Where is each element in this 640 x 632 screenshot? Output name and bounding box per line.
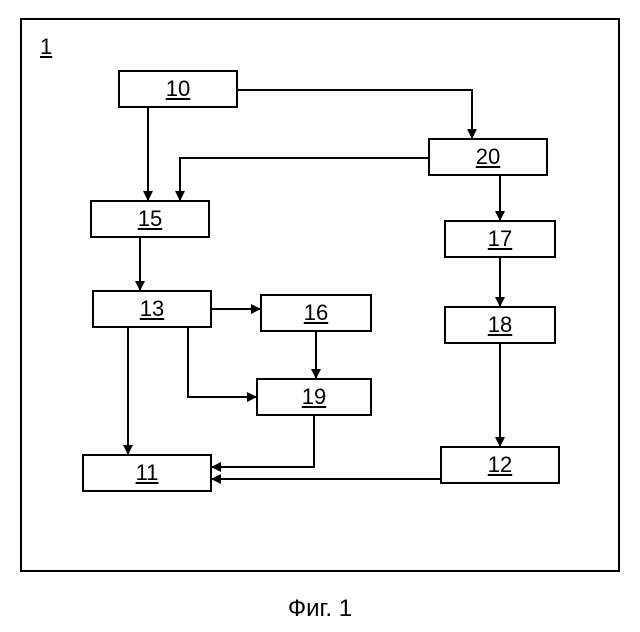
node-label: 18 (488, 312, 512, 338)
node-11: 11 (82, 454, 212, 492)
frame-label: 1 (40, 34, 52, 60)
node-13: 13 (92, 290, 212, 328)
node-label: 10 (166, 76, 190, 102)
node-17: 17 (444, 220, 556, 258)
node-label: 12 (488, 452, 512, 478)
node-20: 20 (428, 138, 548, 176)
node-label: 20 (476, 144, 500, 170)
node-16: 16 (260, 294, 372, 332)
diagram-canvas: 1 10 20 15 17 13 16 18 19 11 12 Фиг. 1 (0, 0, 640, 632)
figure-caption: Фиг. 1 (0, 595, 640, 623)
node-label: 19 (302, 384, 326, 410)
node-10: 10 (118, 70, 238, 108)
node-19: 19 (256, 378, 372, 416)
node-label: 11 (136, 460, 159, 486)
node-15: 15 (90, 200, 210, 238)
node-label: 16 (304, 300, 328, 326)
node-label: 17 (488, 226, 512, 252)
node-18: 18 (444, 306, 556, 344)
node-12: 12 (440, 446, 560, 484)
node-label: 15 (138, 206, 162, 232)
node-label: 13 (140, 296, 164, 322)
